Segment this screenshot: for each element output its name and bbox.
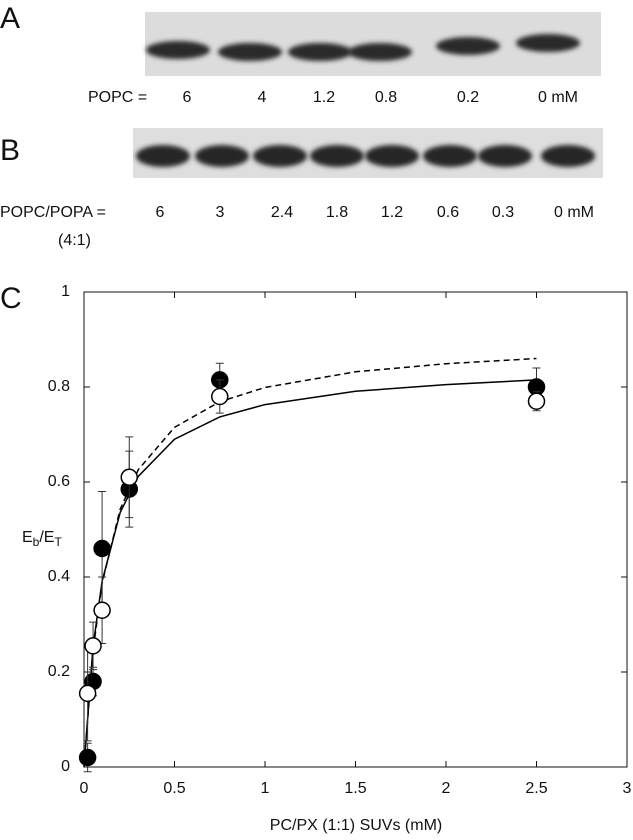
x-tick-label: 2 bbox=[442, 780, 451, 797]
y-axis-label: Eb/ET bbox=[22, 529, 62, 549]
gel-band bbox=[253, 145, 307, 167]
data-point bbox=[93, 539, 111, 558]
fit-line bbox=[83, 357, 537, 768]
lane-value: 1.2 bbox=[313, 89, 335, 106]
data-point bbox=[211, 387, 229, 406]
lane-value: 4 bbox=[258, 89, 267, 106]
y-label-part: E bbox=[22, 529, 33, 546]
data-point bbox=[84, 637, 102, 655]
gel-band bbox=[423, 145, 477, 167]
lane-value: 1.8 bbox=[326, 204, 348, 221]
panel-label: B bbox=[0, 134, 20, 167]
x-tick-label: 0.5 bbox=[163, 780, 185, 797]
gel-band bbox=[218, 43, 282, 61]
lane-value: 0.8 bbox=[375, 89, 397, 106]
gel-band bbox=[195, 145, 249, 167]
y-tick-label: 0.4 bbox=[48, 568, 70, 585]
lane-value: 3 bbox=[216, 204, 225, 221]
y-tick-label: 0.2 bbox=[48, 663, 70, 680]
panel-label: C bbox=[0, 282, 22, 315]
data-point bbox=[93, 601, 111, 619]
lane-value: 0.6 bbox=[437, 204, 459, 221]
y-tick-label: 1 bbox=[61, 283, 70, 300]
lane-label: POPC = bbox=[88, 89, 147, 106]
x-axis-label: PC/PX (1:1) SUVs (mM) bbox=[270, 817, 442, 834]
lane-label: POPC/POPA = bbox=[0, 204, 106, 221]
lane-value: 2.4 bbox=[271, 204, 293, 221]
y-tick-label: 0.6 bbox=[48, 473, 70, 490]
data-point bbox=[527, 392, 546, 410]
lane-value: 0.2 bbox=[457, 89, 479, 106]
gel-band bbox=[541, 145, 595, 167]
y-label-part: /E bbox=[39, 529, 54, 546]
data-point bbox=[78, 684, 97, 703]
y-label-part: T bbox=[54, 535, 62, 549]
gel-band bbox=[516, 34, 580, 52]
lane-value: 6 bbox=[156, 204, 165, 221]
y-tick-label: 0 bbox=[61, 758, 70, 775]
y-label-part: b bbox=[33, 535, 40, 549]
lane-value: 0.3 bbox=[492, 204, 514, 221]
x-tick-label: 1 bbox=[261, 780, 270, 797]
gel-band bbox=[288, 43, 352, 61]
lane-value: 1.2 bbox=[381, 204, 403, 221]
plot-frame bbox=[83, 291, 628, 768]
gel-band bbox=[478, 145, 532, 167]
lane-value: 0 mM bbox=[538, 89, 578, 106]
gel-band bbox=[436, 37, 500, 55]
fit-line bbox=[83, 379, 537, 768]
lane-value: 6 bbox=[183, 89, 192, 106]
y-tick-label: 0.8 bbox=[48, 378, 70, 395]
gel-band bbox=[365, 145, 419, 167]
x-tick-label: 3 bbox=[623, 780, 632, 797]
x-tick-label: 1.5 bbox=[344, 780, 366, 797]
lane-label: (4:1) bbox=[58, 232, 91, 249]
gel-band bbox=[348, 43, 412, 61]
lane-value: 0 mM bbox=[554, 204, 594, 221]
gel-band bbox=[146, 41, 210, 59]
x-tick-label: 0 bbox=[80, 780, 89, 797]
data-point bbox=[78, 748, 97, 767]
x-tick-label: 2.5 bbox=[525, 780, 547, 797]
data-point bbox=[120, 468, 138, 486]
gel-band bbox=[136, 145, 190, 167]
panel-label: A bbox=[0, 2, 20, 35]
gel-band bbox=[310, 145, 364, 167]
